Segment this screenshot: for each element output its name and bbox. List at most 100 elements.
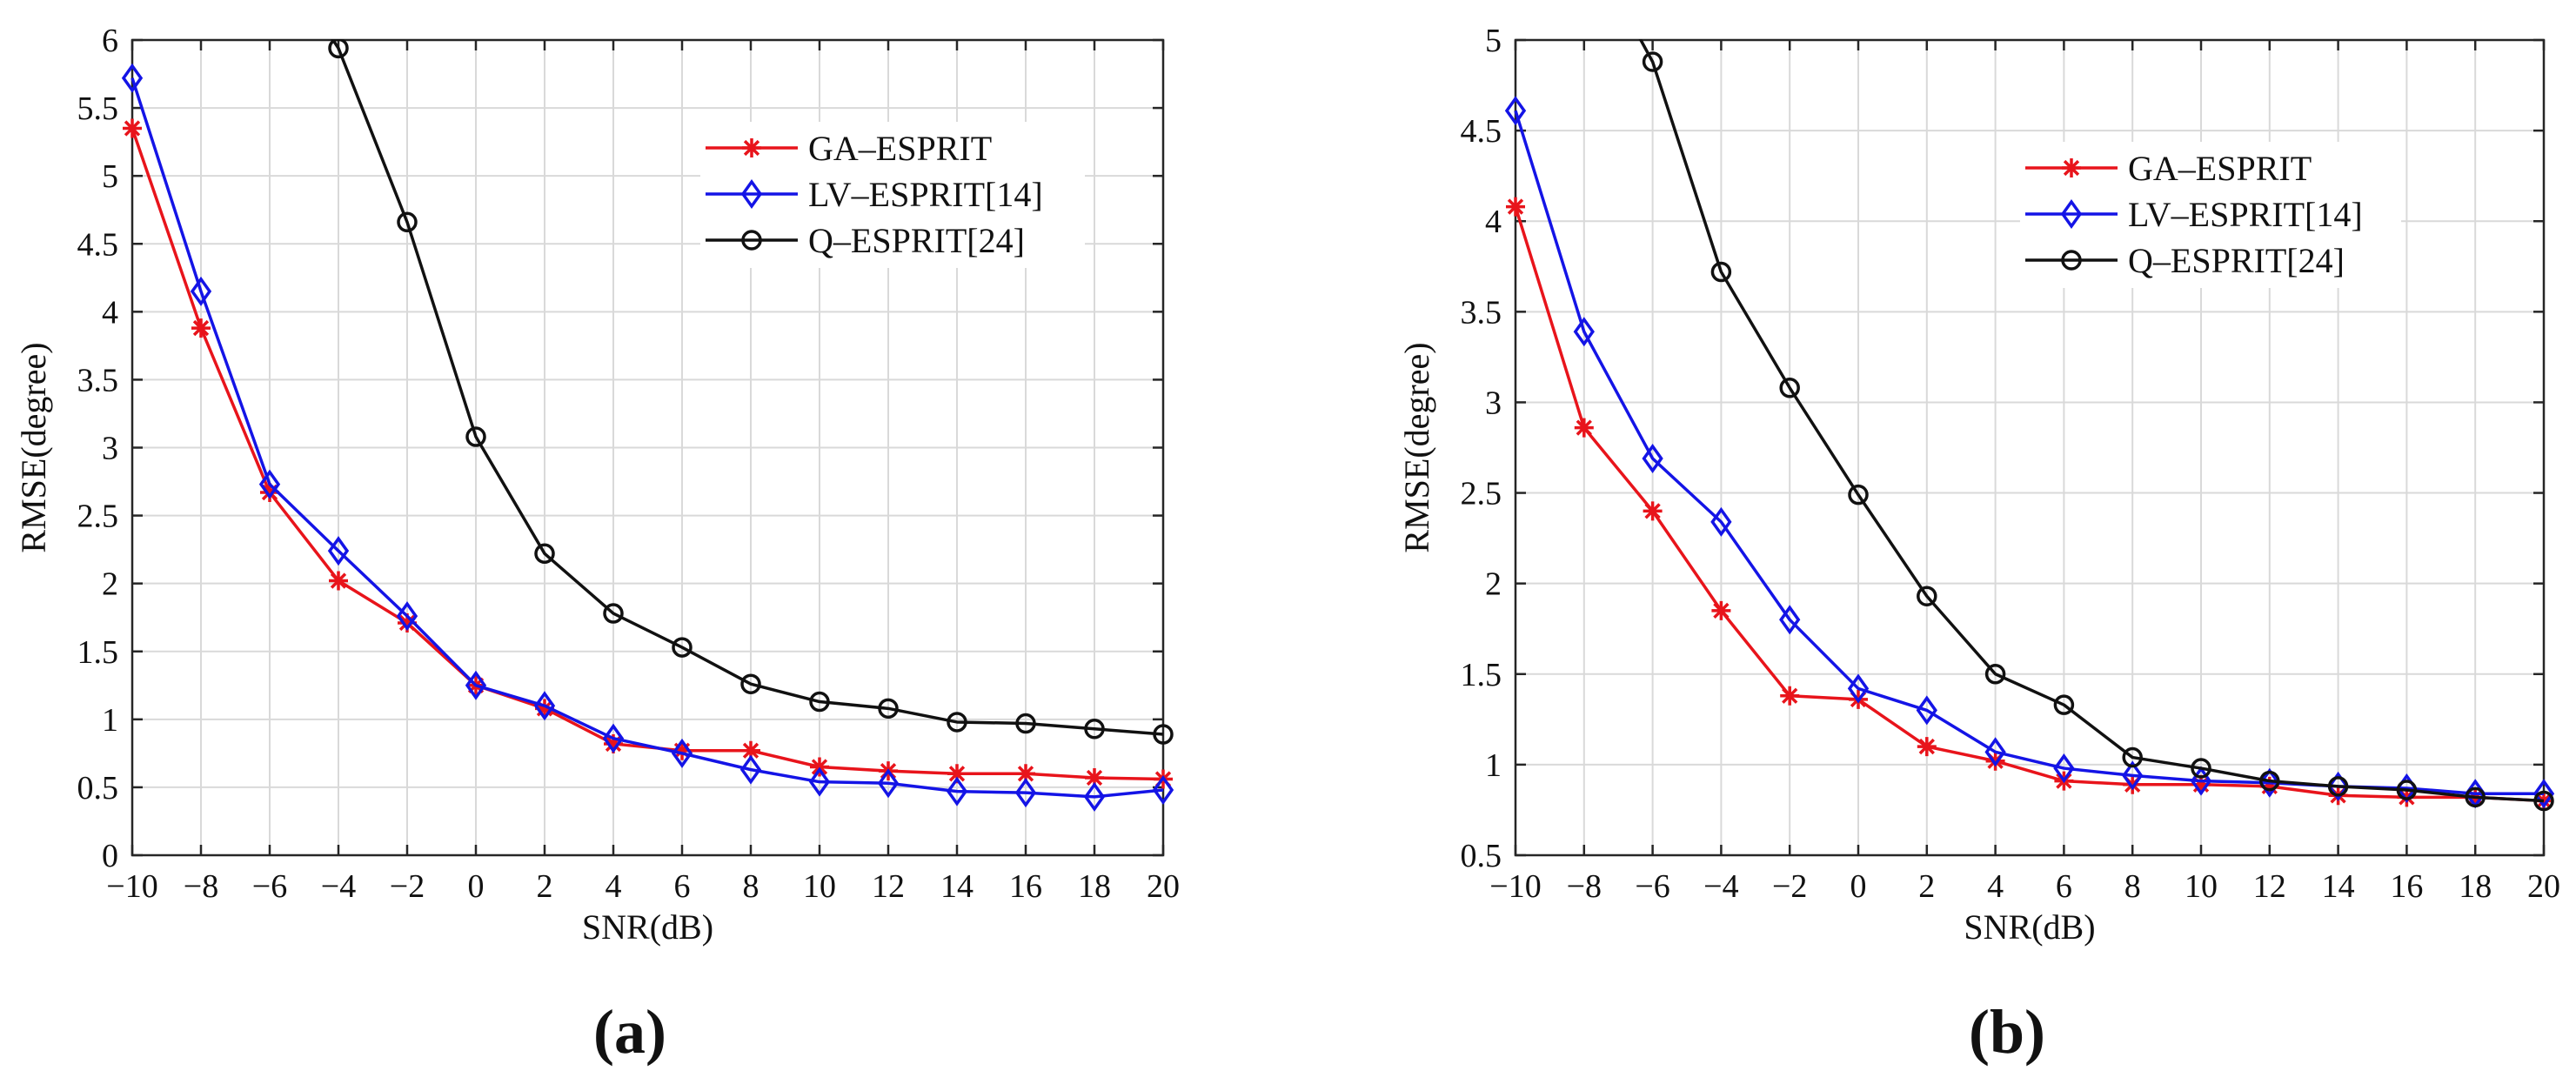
data-point (1015, 713, 1036, 734)
x-tick-label: −4 (321, 868, 356, 905)
data-point (1506, 197, 1525, 217)
x-tick-label: −2 (390, 868, 425, 905)
data-point (1711, 600, 1731, 620)
data-point (1985, 751, 2005, 771)
data-point (2053, 753, 2075, 784)
x-tick-label: 12 (2253, 868, 2286, 905)
y-tick-label: 6 (102, 23, 118, 59)
data-point (878, 698, 899, 720)
x-tick-label: −6 (252, 868, 287, 905)
data-point (671, 738, 693, 768)
legend-label: GA–ESPRIT (808, 129, 992, 168)
legend-marker (2062, 158, 2081, 177)
data-point (398, 612, 417, 633)
x-tick-label: −8 (184, 868, 218, 905)
legend: GA–ESPRIT LV–ESPRIT[14] Q–ESPRIT[24] (700, 122, 1085, 268)
data-point (465, 426, 486, 447)
legend-label: LV–ESPRIT[14] (808, 175, 1043, 214)
x-tick-label: 6 (2056, 868, 2072, 905)
data-point (1504, 96, 1527, 126)
data-point (2190, 766, 2212, 796)
data-point (1917, 586, 1937, 606)
data-point (328, 39, 349, 59)
data-point (1710, 506, 1732, 537)
data-point (397, 211, 418, 233)
series-line (1638, 39, 2545, 803)
legend-label: Q–ESPRIT[24] (808, 221, 1025, 260)
x-tick-label: 10 (2185, 868, 2218, 905)
y-tick-label: 4.5 (77, 226, 119, 263)
data-point (2327, 776, 2349, 797)
y-tick-label: 5 (102, 158, 118, 195)
data-point (2122, 760, 2144, 791)
data-point (2191, 774, 2211, 794)
data-point (2259, 770, 2280, 792)
x-tick-label: 4 (606, 868, 622, 905)
data-point (2396, 780, 2418, 800)
plot-frame (130, 38, 1165, 857)
data-point (1917, 737, 1937, 757)
x-tick-label: −2 (1772, 868, 1807, 905)
data-point (1016, 764, 1035, 784)
x-tick-label: 20 (2527, 868, 2560, 905)
legend-marker (740, 178, 763, 210)
y-tick-label: 1.5 (1461, 657, 1502, 693)
x-tick-label: 4 (1987, 868, 2004, 905)
legend: GA–ESPRIT LV–ESPRIT[14] Q–ESPRIT[24] (2020, 142, 2401, 288)
data-point (1779, 378, 1800, 398)
data-point (1153, 724, 1174, 745)
data-point (1984, 664, 2006, 685)
y-tick-label: 0.5 (77, 770, 119, 807)
y-tick-label: 1.5 (77, 634, 119, 671)
data-point (1642, 51, 1663, 72)
data-point (947, 764, 967, 784)
data-point (1084, 719, 1105, 740)
y-tick-label: 3.5 (77, 362, 119, 398)
y-axis-label: RMSE(degree) (1397, 342, 1436, 552)
y-tick-label: 3 (1485, 385, 1502, 421)
data-point (808, 766, 831, 797)
data-point (739, 754, 762, 785)
data-point (2533, 779, 2555, 809)
data-point (877, 768, 900, 799)
data-point (1848, 484, 1869, 505)
x-tick-label: 18 (1078, 868, 1111, 905)
data-point (2533, 790, 2554, 812)
data-point (602, 723, 625, 753)
series-line (331, 39, 1164, 736)
legend-label: GA–ESPRIT (2128, 149, 2312, 188)
x-tick-label: 6 (674, 868, 691, 905)
x-tick-label: 0 (468, 868, 485, 905)
data-point (329, 571, 348, 591)
x-tick-label: 12 (872, 868, 905, 905)
data-point (2259, 776, 2279, 796)
data-point (2327, 771, 2349, 801)
legend-marker (742, 138, 761, 157)
legend-marker (741, 230, 762, 251)
x-tick-label: 2 (1918, 868, 1935, 905)
data-point (741, 740, 760, 760)
y-tick-label: 2 (102, 566, 118, 603)
chart-a: −10 −8 −6 −4 −2 0 2 4 6 8 10 12 14 16 18 20 0 0.5 1 1.5 2 2.5… (14, 23, 1180, 1067)
legend-marker (2061, 250, 2082, 271)
panel-label: (b) (1969, 997, 2045, 1067)
y-tick-label: 4.5 (1461, 113, 1502, 150)
data-point (1779, 605, 1801, 635)
legend-label: LV–ESPRIT[14] (2128, 195, 2363, 234)
series-line (1514, 206, 2545, 803)
y-tick-label: 3 (102, 431, 118, 467)
series-line (130, 77, 1164, 799)
y-tick-label: 1 (1485, 747, 1502, 784)
data-point (2191, 758, 2211, 779)
x-tick-label: 0 (1850, 868, 1867, 905)
y-tick-label: 5 (1485, 23, 1502, 59)
data-point (1780, 686, 1800, 706)
data-point (533, 691, 556, 721)
series-2 (1638, 39, 2554, 812)
plot-frame (1514, 38, 2546, 857)
y-tick-label: 2 (1485, 566, 1502, 603)
data-point (810, 757, 829, 777)
data-point (396, 601, 418, 632)
data-point (1085, 767, 1104, 787)
